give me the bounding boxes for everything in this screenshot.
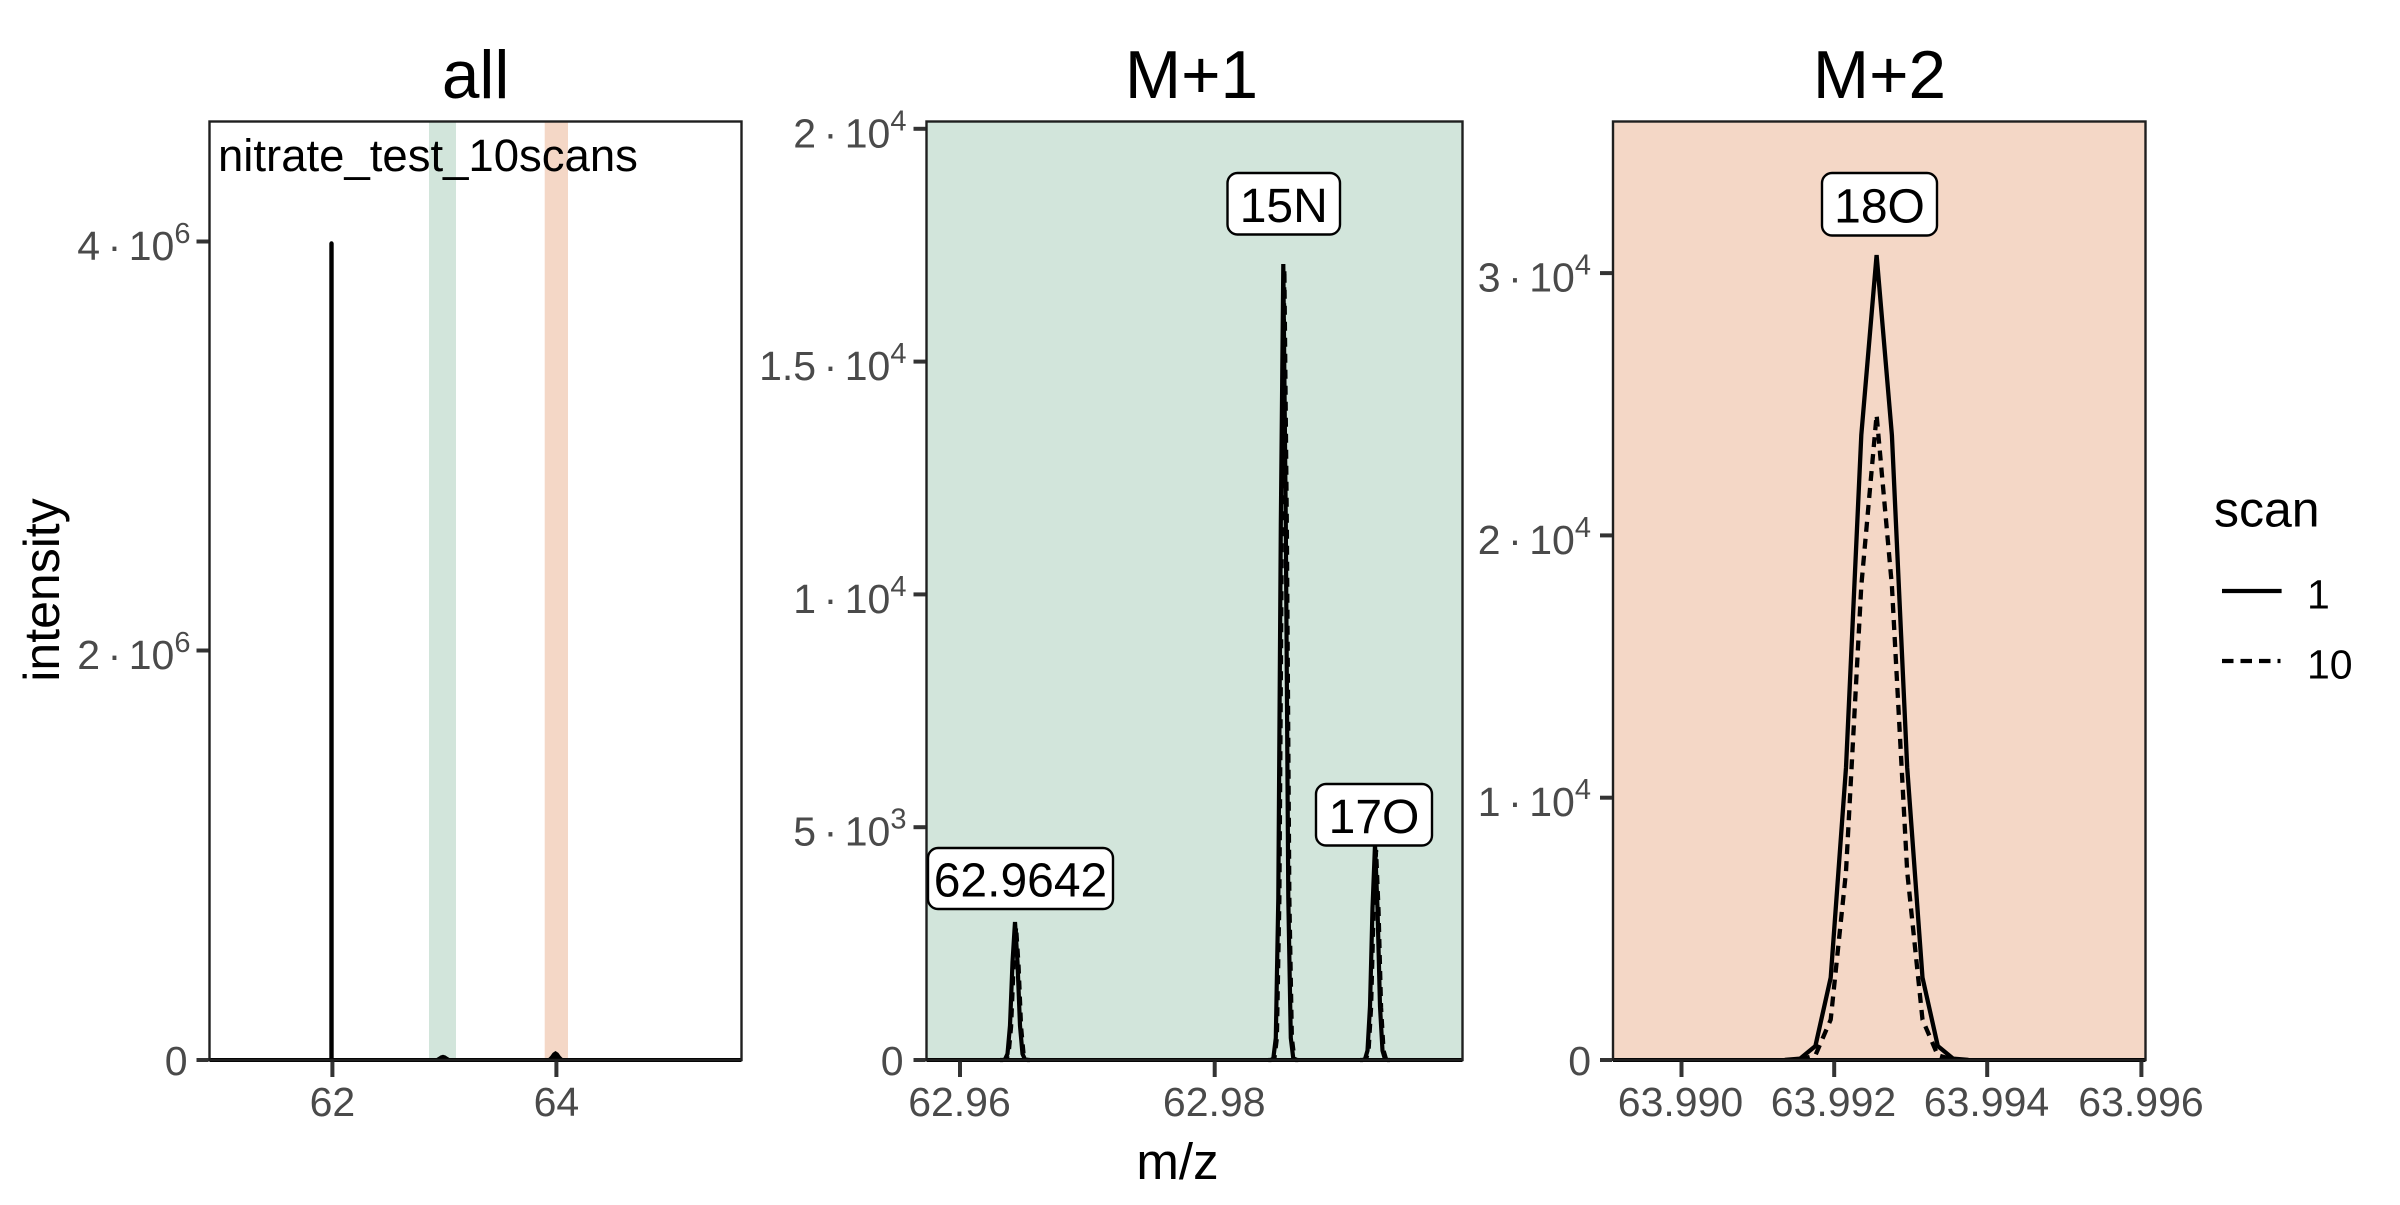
svg-text:62.96: 62.96: [908, 1079, 1011, 1125]
svg-text:0: 0: [1568, 1038, 1591, 1084]
svg-text:1: 1: [2307, 572, 2330, 618]
svg-text:1·104: 1 · 104: [793, 571, 906, 622]
svg-text:62.98: 62.98: [1163, 1079, 1266, 1125]
svg-text:M+2: M+2: [1813, 38, 1946, 113]
svg-text:0: 0: [881, 1038, 904, 1084]
svg-text:2·104: 2 · 104: [1478, 512, 1591, 563]
svg-text:10: 10: [2307, 642, 2353, 688]
svg-text:1·104: 1 · 104: [1478, 774, 1591, 825]
svg-text:intensity: intensity: [14, 498, 70, 681]
svg-text:62.9642: 62.9642: [934, 855, 1108, 908]
svg-text:4·106: 4 · 106: [77, 218, 190, 269]
svg-text:62: 62: [310, 1079, 356, 1125]
svg-text:2·104: 2 · 104: [793, 105, 906, 156]
svg-text:scan: scan: [2214, 482, 2320, 538]
svg-text:63.990: 63.990: [1618, 1079, 1743, 1125]
svg-text:all: all: [442, 38, 510, 113]
svg-text:17O: 17O: [1329, 791, 1420, 844]
svg-text:15N: 15N: [1240, 180, 1328, 233]
svg-text:3·104: 3 · 104: [1478, 250, 1591, 301]
svg-text:1.5·104: 1.5 · 104: [759, 338, 906, 389]
svg-text:M+1: M+1: [1125, 38, 1258, 113]
svg-text:nitrate_test_10scans: nitrate_test_10scans: [218, 130, 638, 181]
svg-text:64: 64: [534, 1079, 580, 1125]
svg-text:2·106: 2 · 106: [77, 627, 190, 678]
svg-text:18O: 18O: [1834, 180, 1925, 233]
svg-text:63.996: 63.996: [2078, 1079, 2203, 1125]
svg-text:63.994: 63.994: [1924, 1079, 2049, 1125]
svg-text:0: 0: [165, 1038, 188, 1084]
svg-text:63.992: 63.992: [1771, 1079, 1896, 1125]
svg-text:5·103: 5 · 103: [793, 804, 906, 855]
svg-text:m/z: m/z: [1136, 1133, 1218, 1190]
